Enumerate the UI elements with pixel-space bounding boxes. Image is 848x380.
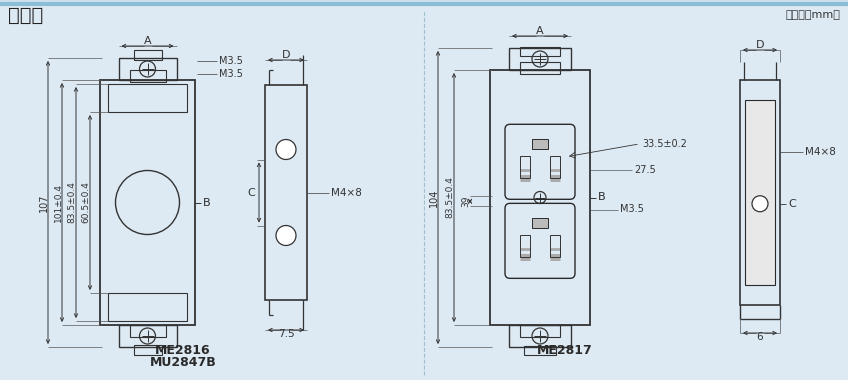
Bar <box>130 325 165 337</box>
Text: 6: 6 <box>756 332 763 342</box>
Bar <box>130 70 165 82</box>
Bar <box>740 80 780 305</box>
Text: A: A <box>143 36 151 46</box>
Text: 83.5±0.4: 83.5±0.4 <box>68 182 76 223</box>
Bar <box>524 346 556 355</box>
Text: 39: 39 <box>461 196 471 207</box>
Bar <box>108 293 187 321</box>
Bar <box>520 47 560 56</box>
Text: 外形図: 外形図 <box>8 5 43 24</box>
Bar <box>550 235 560 257</box>
Bar <box>108 84 187 112</box>
Text: 7.5: 7.5 <box>277 329 294 339</box>
Bar <box>520 62 560 74</box>
Text: MU2847B: MU2847B <box>149 356 216 369</box>
Bar <box>509 325 571 347</box>
Text: M3.5: M3.5 <box>219 69 243 79</box>
Text: 33.5±0.2: 33.5±0.2 <box>642 139 687 149</box>
Text: D: D <box>756 40 764 50</box>
Text: 83.5±0.4: 83.5±0.4 <box>445 177 455 218</box>
Bar <box>509 48 571 70</box>
Text: B: B <box>598 193 605 203</box>
Bar <box>520 156 530 178</box>
Text: D: D <box>282 50 290 60</box>
Text: （単位：mm）: （単位：mm） <box>785 10 840 20</box>
Bar <box>100 80 195 325</box>
Bar <box>119 325 176 347</box>
Bar <box>133 345 161 355</box>
Bar <box>119 58 176 80</box>
Bar <box>550 156 560 178</box>
Bar <box>532 218 548 228</box>
Circle shape <box>276 139 296 160</box>
Text: A: A <box>536 26 544 36</box>
Text: 101±0.4: 101±0.4 <box>53 183 63 222</box>
Text: 104: 104 <box>429 188 439 207</box>
Bar <box>520 235 530 257</box>
Text: ME2816: ME2816 <box>155 344 211 356</box>
Text: 107: 107 <box>39 193 49 212</box>
Bar <box>490 70 590 325</box>
Bar <box>745 100 775 285</box>
Text: ME2817: ME2817 <box>537 344 593 356</box>
Text: 60.5±0.4: 60.5±0.4 <box>81 182 91 223</box>
Bar <box>133 50 161 60</box>
Bar <box>265 85 307 300</box>
Text: M3.5: M3.5 <box>620 204 644 214</box>
Bar <box>520 325 560 337</box>
Text: M4×8: M4×8 <box>805 147 836 157</box>
Text: C: C <box>248 187 255 198</box>
Text: 27.5: 27.5 <box>634 165 656 175</box>
Text: M4×8: M4×8 <box>331 187 362 198</box>
Circle shape <box>752 196 768 212</box>
Circle shape <box>276 225 296 245</box>
Bar <box>532 139 548 149</box>
Text: B: B <box>203 198 210 207</box>
Text: M3.5: M3.5 <box>219 56 243 66</box>
Text: C: C <box>788 199 795 209</box>
